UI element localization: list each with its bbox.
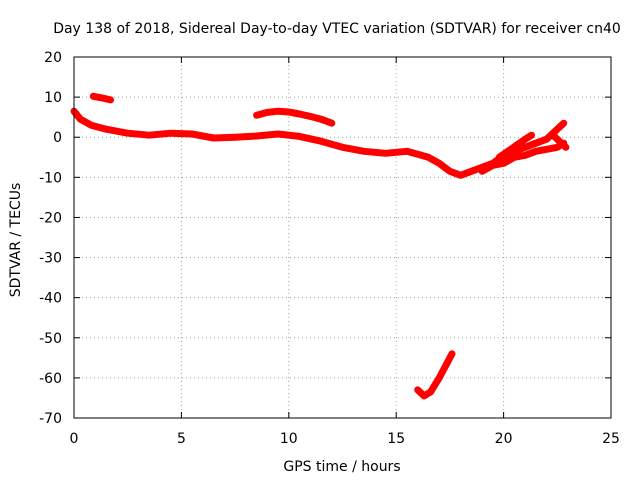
x-tick-label: 10 bbox=[280, 431, 298, 447]
y-tick-label: -50 bbox=[39, 331, 62, 347]
x-tick-label: 0 bbox=[70, 431, 79, 447]
y-tick-label: -10 bbox=[39, 170, 62, 186]
series-early-segment bbox=[89, 92, 114, 104]
y-tick-label: 0 bbox=[53, 130, 62, 146]
series-tail-right bbox=[549, 131, 570, 151]
x-tick-label: 15 bbox=[387, 431, 405, 447]
grid bbox=[74, 57, 611, 418]
y-tick-label: 10 bbox=[44, 90, 62, 106]
series-layer bbox=[70, 92, 570, 400]
y-tick-label: -60 bbox=[39, 371, 62, 387]
series-dip-segment bbox=[414, 350, 456, 400]
series-mid-segment bbox=[253, 107, 336, 127]
x-tick-label: 25 bbox=[602, 431, 620, 447]
x-axis-label: GPS time / hours bbox=[283, 459, 400, 475]
x-tick-label: 20 bbox=[495, 431, 513, 447]
chart-title: Day 138 of 2018, Sidereal Day-to-day VTE… bbox=[53, 21, 621, 37]
plot-frame bbox=[73, 56, 612, 419]
y-tick-label: -40 bbox=[39, 291, 62, 307]
y-tick-label: -30 bbox=[39, 251, 62, 267]
y-tick-label: -20 bbox=[39, 210, 62, 226]
y-tick-label: -70 bbox=[39, 411, 62, 427]
y-axis-label: SDTVAR / TECUs bbox=[8, 183, 24, 298]
axis-ticks: 0 5 10 15 20 25 20 10 0 -10 -20 -30 -40 -50 -60 -70 bbox=[39, 50, 620, 447]
series-spread-upper bbox=[495, 131, 535, 161]
x-tick-label: 5 bbox=[177, 431, 186, 447]
series-spread-lower bbox=[478, 139, 568, 175]
y-tick-label: 20 bbox=[44, 50, 62, 66]
